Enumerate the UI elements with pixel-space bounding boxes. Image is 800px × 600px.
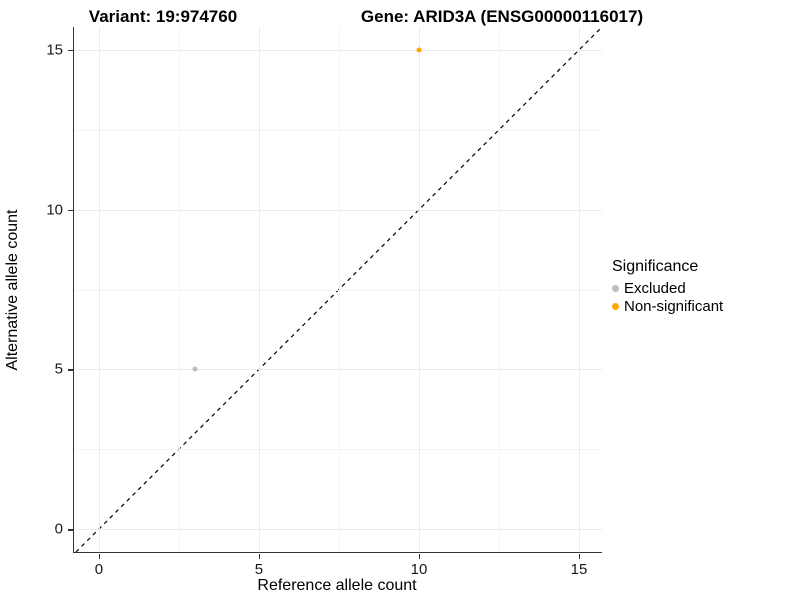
major-gridline: [74, 529, 602, 530]
y-tick-label: 0: [54, 520, 63, 538]
legend-item-non-significant: Non-significant: [612, 297, 723, 315]
x-axis-title: Reference allele count: [257, 577, 417, 594]
major-gridline: [98, 27, 100, 552]
y-tick-mark: [67, 529, 73, 531]
y-tick-label: 10: [46, 201, 63, 219]
plot-panel: 0 5 10 15 0 5 10 15: [46, 26, 603, 578]
y-tick-mark: [67, 209, 73, 212]
minor-gridline: [74, 449, 602, 451]
legend-item-excluded: Excluded: [612, 279, 723, 297]
legend-item-label: Excluded: [624, 279, 686, 297]
y-tick-label: 15: [46, 41, 63, 59]
x-tick-label: 15: [570, 561, 588, 578]
minor-gridline: [74, 129, 602, 131]
legend-item-label: Non-significant: [624, 297, 724, 315]
variant-title: Variant: 19:974760: [88, 7, 238, 26]
major-gridline: [258, 27, 260, 552]
data-point-excluded: [192, 366, 198, 372]
major-gridline: [418, 27, 420, 552]
x-tick-mark: [578, 553, 581, 559]
excluded-dot-icon: [612, 284, 619, 292]
x-tick-label: 0: [94, 561, 104, 578]
non-significant-dot-icon: [612, 302, 619, 310]
major-gridline: [74, 209, 602, 211]
y-axis-title: Alternative allele count: [4, 209, 21, 371]
x-tick-mark: [258, 553, 261, 559]
y-tick-mark: [67, 49, 73, 52]
major-gridline: [578, 27, 580, 552]
y-tick-mark: [67, 369, 73, 371]
major-gridline: [74, 369, 602, 371]
legend: Significance Excluded Non-significant: [612, 258, 723, 315]
legend-title: Significance: [612, 258, 699, 275]
x-tick-label: 10: [410, 561, 428, 578]
x-tick-label: 5: [254, 561, 264, 578]
x-tick-mark: [98, 553, 101, 559]
x-tick-mark: [418, 553, 421, 559]
minor-gridline: [74, 289, 602, 291]
y-tick-label: 5: [54, 360, 63, 378]
major-gridline: [74, 49, 602, 51]
data-point-non-significant: [416, 47, 422, 53]
gene-title: Gene: ARID3A (ENSG00000116017): [360, 7, 644, 26]
